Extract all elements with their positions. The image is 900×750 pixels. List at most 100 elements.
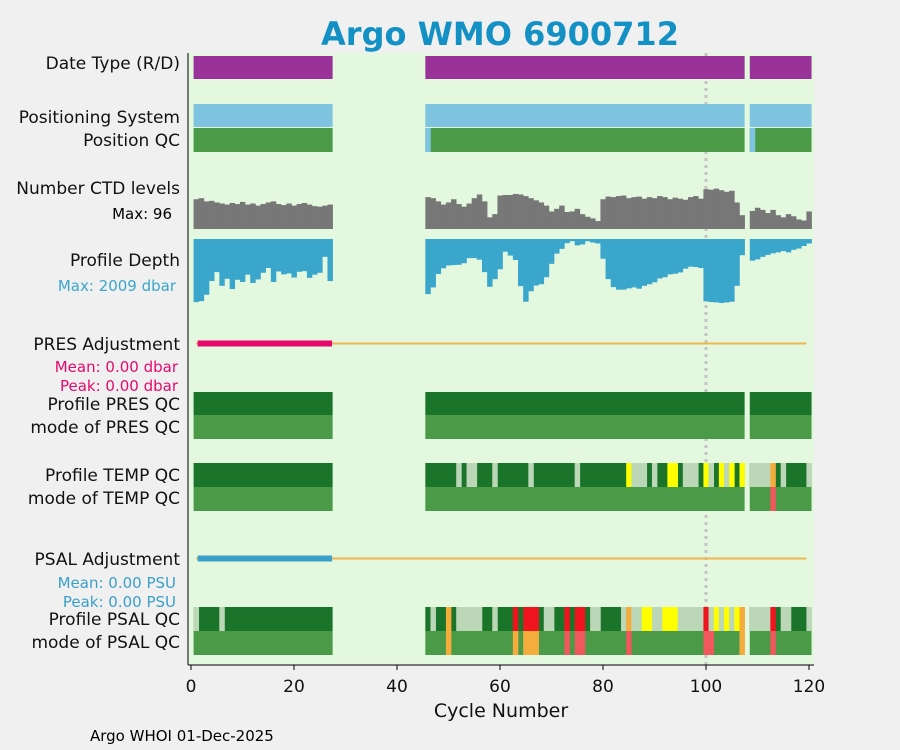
ctd-bar xyxy=(209,200,215,229)
ctd-bar xyxy=(796,219,802,229)
mode_psal_qc-flag xyxy=(528,631,534,655)
depth-bar xyxy=(430,239,436,288)
depth-bar xyxy=(801,239,807,247)
depth-bar xyxy=(193,239,200,303)
mode_psal_qc-flag xyxy=(579,631,586,655)
ctd-bar xyxy=(239,201,246,229)
mode_psal_qc-flag xyxy=(626,631,632,655)
depth-bar xyxy=(317,239,323,273)
ctd-bar xyxy=(780,217,787,229)
depth-bar xyxy=(301,239,308,272)
ctd-bar xyxy=(801,220,807,229)
ctd-bar xyxy=(502,195,509,229)
depth-bar xyxy=(502,239,509,252)
profile_psal_qc-flag xyxy=(564,607,570,631)
ctd-bar xyxy=(765,213,771,229)
depth-bar xyxy=(275,239,282,272)
x-axis-label: Cycle Number xyxy=(434,700,568,722)
ctd-bar xyxy=(198,198,205,229)
depth-bar xyxy=(610,239,617,288)
date_type-segment-1 xyxy=(425,56,745,79)
depth-bar xyxy=(481,239,488,273)
ctd-bar xyxy=(667,199,673,229)
mode_pres_qc-segment-1 xyxy=(425,415,745,439)
profile_psal_qc-flag xyxy=(595,607,601,631)
profile_psal_qc-flag xyxy=(729,607,735,631)
label-profile-psal-qc: Profile PSAL QC xyxy=(49,610,180,630)
depth-bar xyxy=(554,239,560,254)
ctd-bar xyxy=(306,204,313,229)
position_qc-segment-0 xyxy=(193,128,333,152)
ctd-bar xyxy=(584,216,591,229)
ctd-bar xyxy=(672,197,678,229)
ctd-bar xyxy=(615,196,622,229)
profile_psal_qc-flag xyxy=(543,607,550,631)
ctd-bar xyxy=(466,203,472,229)
mode_temp_qc-segment-0 xyxy=(193,487,333,511)
ctd-bar xyxy=(265,202,272,229)
depth-bar xyxy=(734,239,740,286)
psal-peak-label: Peak: 0.00 PSU xyxy=(63,593,176,611)
profile_psal_qc-flag xyxy=(749,607,756,631)
ctd-bar xyxy=(682,199,689,229)
profile_psal_qc-flag xyxy=(657,607,663,631)
label-profile-pres-qc: Profile PRES QC xyxy=(47,395,180,415)
x-tick-label: 40 xyxy=(386,677,408,697)
mode_psal_qc-flag xyxy=(564,631,570,655)
profile_temp_qc-flag xyxy=(528,463,534,487)
profile_psal_qc-flag xyxy=(445,607,452,631)
profile_temp_qc-flag xyxy=(682,463,689,487)
profile_psal_qc-flag xyxy=(693,607,699,631)
profile_psal_qc-flag xyxy=(785,607,792,631)
positioning-segment-1 xyxy=(425,104,745,127)
profile_temp_qc-flag xyxy=(471,463,478,487)
ctd-bar xyxy=(270,201,277,229)
profile_temp_qc-flag xyxy=(708,463,715,487)
x-tick-label: 100 xyxy=(690,677,722,697)
depth-bar xyxy=(708,239,715,303)
mode_psal_qc-flag xyxy=(770,631,776,655)
mode_psal_qc-flag xyxy=(445,631,452,655)
ctd-bar xyxy=(445,202,452,229)
ctd-bar xyxy=(528,198,534,229)
label-mode-pres-qc: mode of PRES QC xyxy=(30,418,180,438)
depth-bar xyxy=(770,239,776,254)
profile_psal_qc-flag xyxy=(533,607,539,631)
profile_psal_qc-flag xyxy=(662,607,668,631)
x-tick-label: 80 xyxy=(592,677,614,697)
profile_psal_qc-segment-0 xyxy=(193,607,333,631)
ctd-bar xyxy=(564,212,570,229)
ctd-bar xyxy=(543,205,550,229)
depth-bar xyxy=(435,239,442,275)
profile_psal_qc-flag xyxy=(754,607,761,631)
ctd-bar xyxy=(600,199,606,229)
ctd-bar xyxy=(605,196,612,229)
ctd-bar xyxy=(626,198,632,229)
ctd-bar xyxy=(430,198,436,229)
profile_psal_qc-flag xyxy=(667,607,673,631)
depth-bar xyxy=(574,239,581,246)
profile_temp_qc-flag xyxy=(456,463,462,487)
ctd-bar xyxy=(224,204,230,229)
profile_psal_qc-flag xyxy=(548,607,555,631)
profile_psal_qc-flag xyxy=(590,607,596,631)
psal-mean-label: Mean: 0.00 PSU xyxy=(58,574,176,592)
depth-bar xyxy=(260,239,266,273)
ctd-bar xyxy=(579,214,586,229)
profile_psal_qc-flag xyxy=(579,607,586,631)
depth-bar xyxy=(749,239,756,261)
profile_pres_qc-segment-0 xyxy=(193,392,333,415)
depth-bar xyxy=(724,239,730,303)
ctd-bar xyxy=(461,206,467,229)
ctd-max-label: Max: 96 xyxy=(112,205,172,223)
x-tick-label: 120 xyxy=(793,677,825,697)
profile_psal_qc-flag xyxy=(682,607,689,631)
date_type-segment-2 xyxy=(749,56,812,79)
footer-credit: Argo WHOI 01-Dec-2025 xyxy=(90,727,274,745)
depth-bar xyxy=(548,239,555,264)
ctd-bar xyxy=(729,190,735,229)
depth-bar xyxy=(657,239,663,279)
ctd-bar xyxy=(497,195,503,229)
ctd-bar xyxy=(296,204,303,229)
ctd-bar xyxy=(275,204,282,229)
